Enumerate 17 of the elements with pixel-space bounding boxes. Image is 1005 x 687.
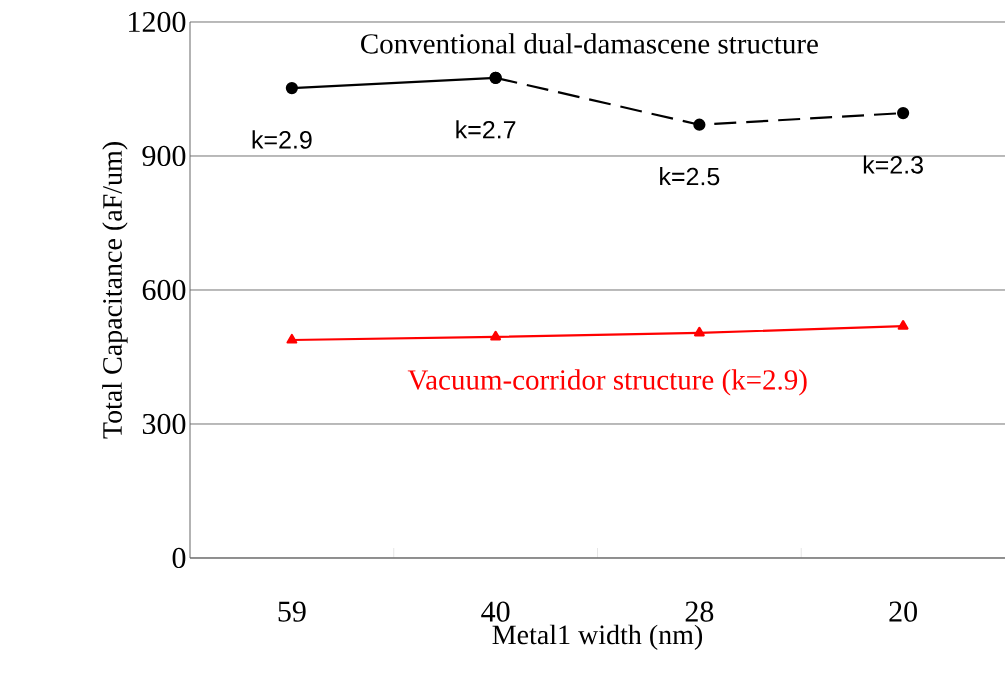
x-tick-label: 40 xyxy=(481,601,510,622)
x-tick-label: 28 xyxy=(685,601,714,622)
annotation: k=2.5 xyxy=(660,167,720,186)
y-tick-label: 1200 xyxy=(129,11,186,33)
y-axis-title: Total Capacitance (aF/um) xyxy=(102,142,128,439)
y-tick-label: 900 xyxy=(142,145,186,167)
x-axis-title: Metal1 width (nm) xyxy=(492,624,703,651)
annotation: k=2.9 xyxy=(252,130,312,149)
annotation: k=2.3 xyxy=(863,155,923,174)
series-label: Vacuum-corridor structure (k=2.9) xyxy=(407,369,807,396)
series-label: Conventional dual-damascene structure xyxy=(361,33,818,54)
y-tick-label: 300 xyxy=(142,413,186,435)
x-tick-label: 59 xyxy=(278,601,306,622)
y-tick-label: 0 xyxy=(172,547,186,569)
y-tick-label: 600 xyxy=(142,279,186,301)
x-tick-label: 20 xyxy=(889,601,917,622)
annotation: k=2.7 xyxy=(456,120,516,139)
